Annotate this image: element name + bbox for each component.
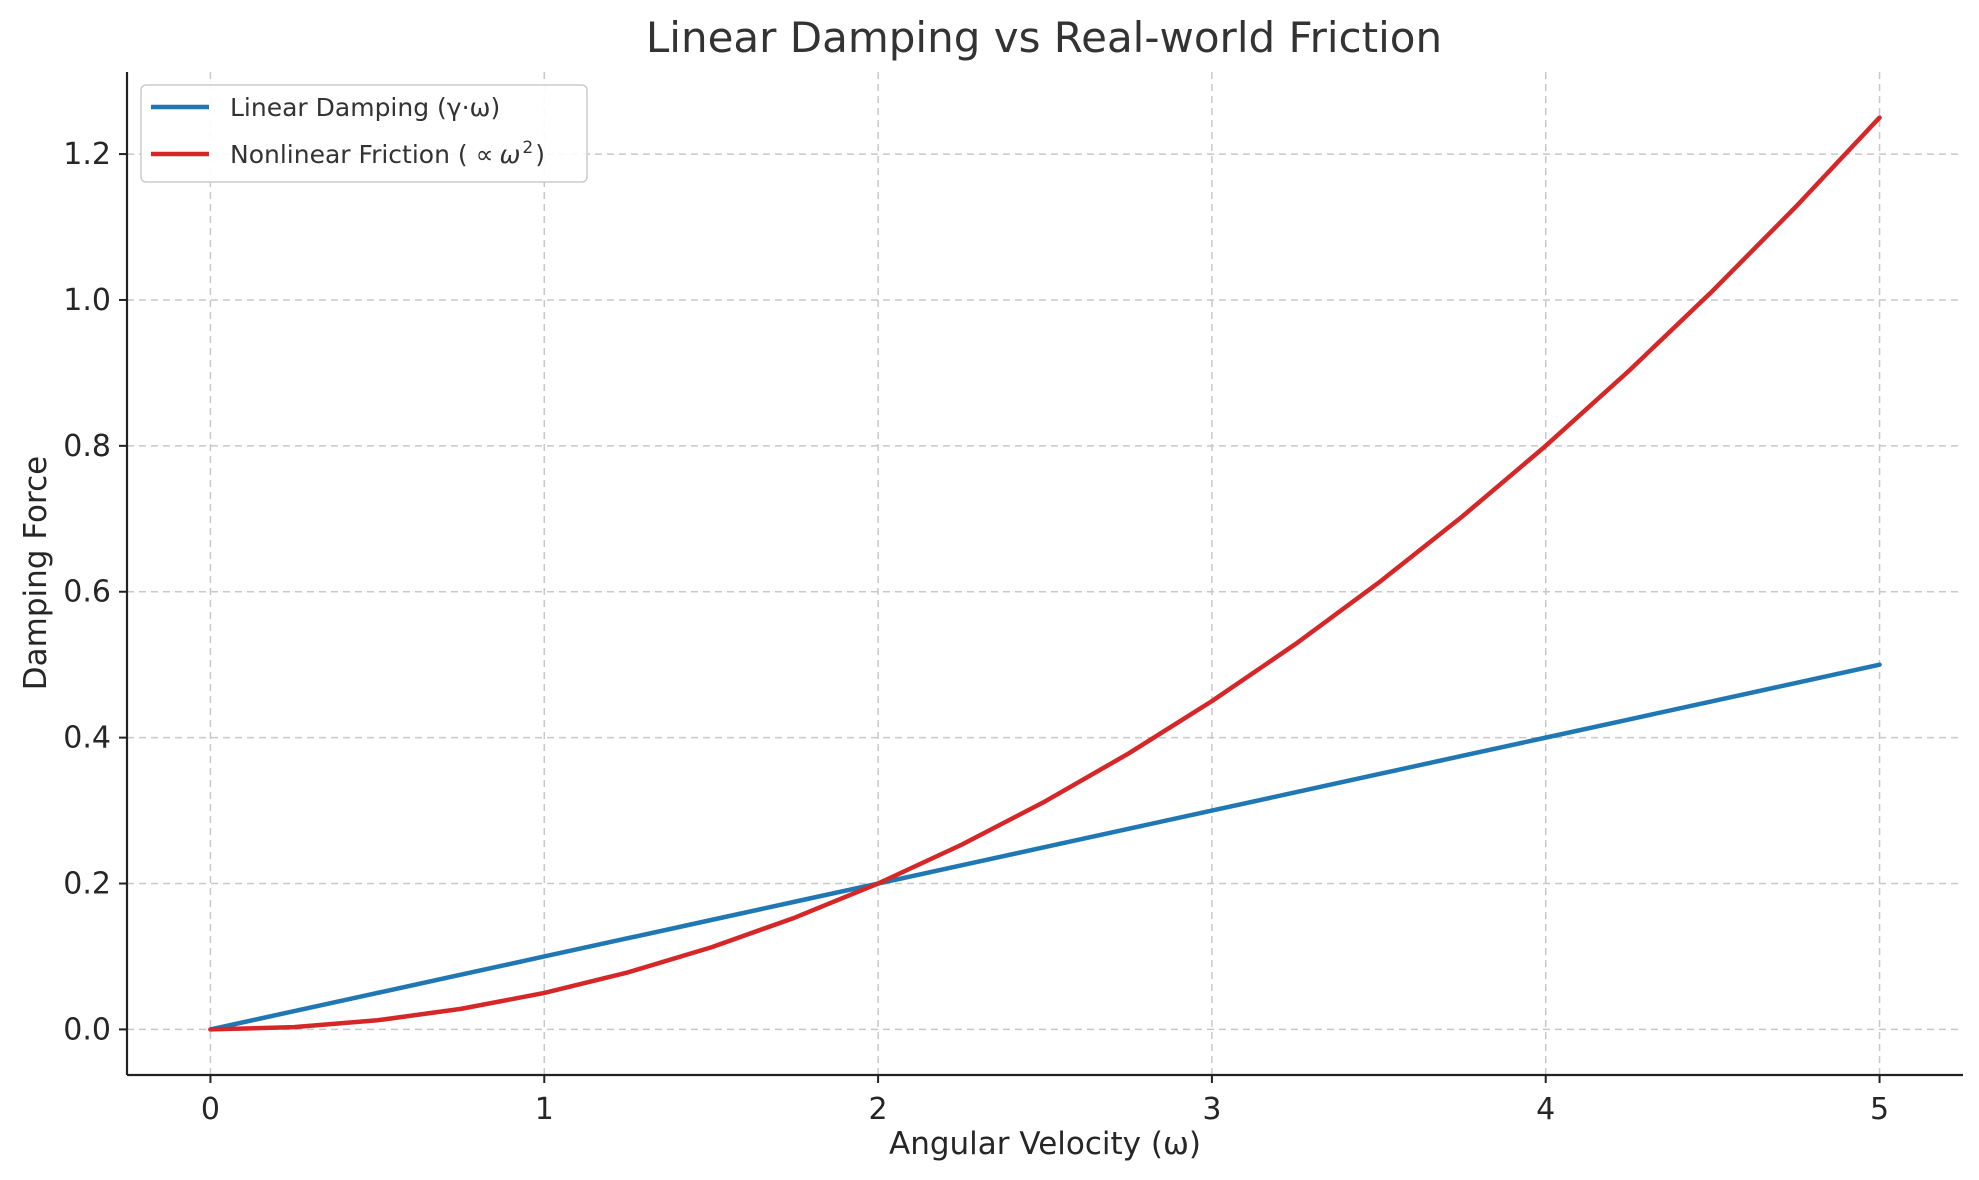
y-tick-label: 0.2 <box>63 867 111 902</box>
grid <box>127 72 1963 1075</box>
x-tick-label: 1 <box>535 1092 554 1127</box>
legend-label-nonlinear-symbol: ∝ <box>476 140 494 169</box>
x-tick-label: 4 <box>1536 1092 1555 1127</box>
x-tick-label: 3 <box>1202 1092 1221 1127</box>
legend-label-nonlinear-text: Nonlinear Friction ( <box>230 140 468 169</box>
legend: Linear Damping (γ·ω) Nonlinear Friction … <box>140 84 588 183</box>
x-tick-label: 2 <box>869 1092 888 1127</box>
axes <box>125 72 1963 1077</box>
x-axis-title: Angular Velocity (ω) <box>889 1126 1201 1162</box>
legend-label-linear: Linear Damping (γ·ω) <box>230 93 500 122</box>
x-ticks: 0 1 2 3 4 5 <box>201 1075 1889 1127</box>
series-line-nonlinear <box>208 115 1882 1032</box>
legend-label-nonlinear: Nonlinear Friction ( ∝ ω 2) <box>230 138 545 169</box>
y-tick-label: 0.4 <box>63 721 111 756</box>
y-tick-label: 1.0 <box>63 283 111 318</box>
legend-box <box>140 84 588 183</box>
y-ticks: 0.0 0.2 0.4 0.6 0.8 1.0 1.2 <box>63 137 127 1047</box>
x-tick-label: 5 <box>1870 1092 1889 1127</box>
x-tick-label: 0 <box>201 1092 220 1127</box>
y-tick-label: 0.0 <box>63 1012 111 1047</box>
legend-label-nonlinear-exp: 2 <box>522 138 533 158</box>
y-axis-title: Damping Force <box>18 456 54 690</box>
series-line-linear <box>208 662 1882 1032</box>
legend-label-nonlinear-close: ) <box>535 140 545 169</box>
chart-title: Linear Damping vs Real-world Friction <box>646 13 1442 62</box>
series-lines <box>208 115 1882 1032</box>
y-tick-label: 0.8 <box>63 429 111 464</box>
legend-label-nonlinear-var: ω <box>499 140 520 169</box>
y-tick-label: 0.6 <box>63 575 111 610</box>
y-tick-label: 1.2 <box>63 137 111 172</box>
